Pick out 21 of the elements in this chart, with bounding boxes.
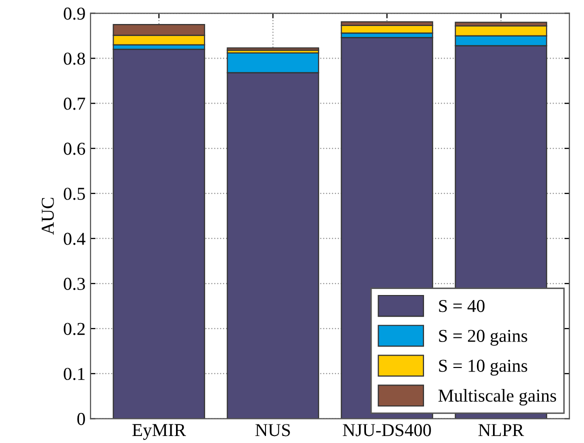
y-tick-label: 0.9	[64, 8, 85, 20]
legend-label: S = 20 gains	[439, 330, 528, 346]
legend-label: Multiscale gains	[438, 389, 556, 406]
y-axis-title: AUC	[42, 198, 54, 235]
bar	[226, 47, 320, 51]
y-tick-label: 0.3	[64, 278, 85, 290]
x-tick-label: NJU-DS400	[342, 424, 431, 436]
y-tick-label: 0.8	[64, 52, 85, 65]
y-tick-label: 0.6	[64, 142, 86, 155]
y-tick-label: 0	[77, 412, 85, 426]
x-tick-label: NLPR	[478, 424, 524, 436]
bar	[112, 48, 206, 419]
legend-label: S = 40	[439, 300, 485, 312]
x-tick-label: NUS	[255, 424, 290, 436]
y-tick-label: 0.5	[64, 188, 85, 200]
legend-label: S = 10 gains	[439, 360, 528, 376]
y-tick-label: 0.2	[64, 322, 85, 336]
y-tick-label: 0.1	[64, 368, 85, 380]
y-tick-label: 0.7	[64, 98, 86, 110]
x-tick-label: EyMIR	[132, 424, 186, 440]
y-tick-label: 0.4	[64, 232, 86, 246]
